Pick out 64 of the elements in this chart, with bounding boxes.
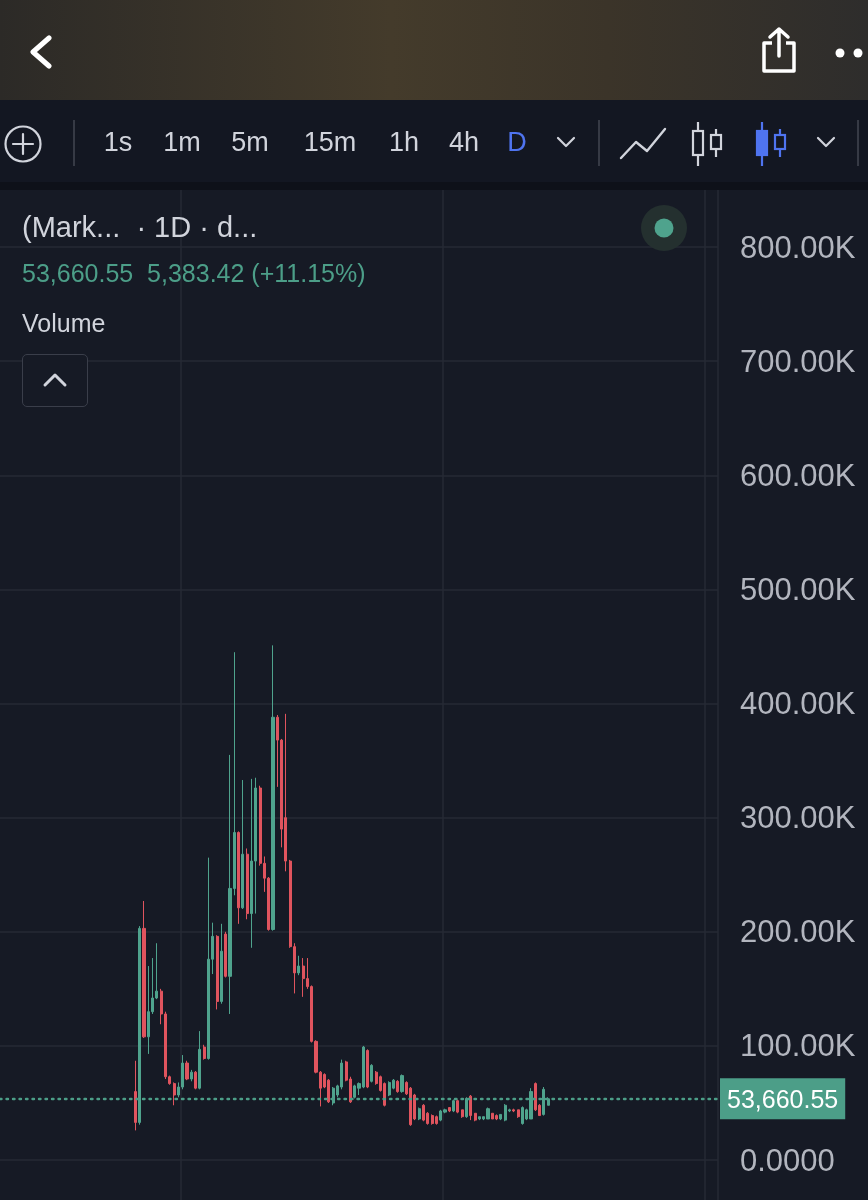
candlestick [534, 1081, 537, 1112]
candlestick [478, 1116, 481, 1121]
candlestick [297, 955, 300, 976]
candlestick [474, 1112, 477, 1122]
candlestick [302, 957, 305, 998]
candlestick [203, 1044, 206, 1061]
candlestick [422, 1103, 425, 1122]
candlestick [246, 848, 249, 920]
candlestick [142, 900, 146, 1039]
candlestick [388, 1080, 391, 1097]
candlestick [486, 1107, 490, 1120]
candlestick [173, 1081, 176, 1106]
candlestick [448, 1107, 451, 1113]
candlestick [185, 1060, 189, 1081]
candlestick [400, 1073, 404, 1094]
candlestick [190, 1069, 193, 1082]
candlestick [469, 1094, 472, 1121]
y-tick-label: 0.0000 [740, 1142, 835, 1178]
candlestick [461, 1109, 464, 1119]
candlestick [224, 931, 227, 978]
text: 5m [231, 126, 269, 159]
y-tick-label: 600.00K [740, 457, 856, 493]
candlestick [366, 1048, 369, 1089]
candlestick [431, 1113, 434, 1126]
candlestick [512, 1108, 515, 1113]
candlestick [517, 1109, 520, 1119]
y-tick-label: 500.00K [740, 571, 856, 607]
annotation: Volume [22, 308, 106, 339]
candlestick [370, 1063, 373, 1083]
text: 1h [388, 126, 420, 159]
candlestick [491, 1112, 494, 1120]
ref-line-label: 53,660.55 [727, 1084, 839, 1113]
candlestick [418, 1107, 421, 1121]
candlestick [134, 1060, 137, 1131]
candlestick [495, 1113, 498, 1121]
candlestick [241, 779, 244, 910]
text: (Mark... · 1D · d... [22, 210, 258, 245]
candlestick [504, 1103, 507, 1122]
candlestick [396, 1079, 399, 1094]
text: 15m [303, 126, 357, 159]
candlestick [237, 830, 240, 925]
y-tick-label: 400.00K [740, 686, 856, 722]
text: 4h [448, 126, 480, 159]
candlestick [521, 1105, 524, 1126]
y-tick-label: 700.00K [740, 343, 856, 379]
candlestick [499, 1113, 502, 1121]
candlestick [435, 1115, 438, 1126]
candlestick [271, 644, 275, 932]
y-tick-label: 800.00K [740, 229, 856, 265]
text: 1m [163, 126, 201, 159]
text: 53,660.55 5,383.42 (+11.15%) [22, 258, 366, 289]
candlestick [207, 857, 210, 1061]
candlestick [220, 923, 223, 1005]
y-tick-label: 200.00K [740, 914, 856, 950]
candlestick [198, 1030, 201, 1090]
candlestick [456, 1099, 459, 1114]
text: 1s [103, 126, 133, 159]
text: D [507, 126, 527, 159]
candlestick [194, 1070, 197, 1090]
candlestick [284, 713, 287, 872]
candlestick [216, 934, 219, 1010]
candlestick [250, 778, 253, 949]
y-tick-label: 100.00K [740, 1028, 856, 1064]
y-tick-label: 300.00K [740, 800, 856, 836]
